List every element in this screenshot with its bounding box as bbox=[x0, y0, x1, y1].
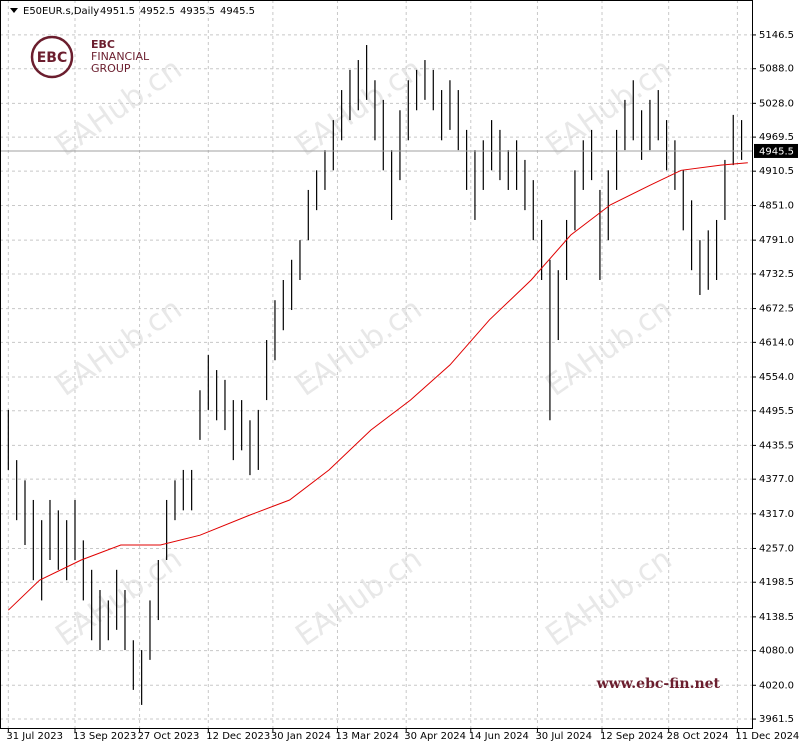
x-tick-label: 14 Jun 2024 bbox=[469, 731, 529, 742]
dropdown-icon bbox=[10, 8, 18, 13]
moving-average bbox=[7, 162, 748, 611]
marks bbox=[0, 45, 752, 705]
y-tick-label: 4614.0 bbox=[759, 337, 794, 348]
y-tick-label: 4080.0 bbox=[759, 646, 794, 657]
logo-ring bbox=[30, 35, 74, 79]
y-tick-label: 4257.0 bbox=[759, 543, 794, 554]
ohlc-value: 4935.5 bbox=[180, 6, 215, 17]
y-tick-label: 4435.5 bbox=[759, 440, 794, 451]
website: www.ebc-fin.net bbox=[596, 676, 721, 692]
x-tick-label: 30 Jul 2024 bbox=[535, 731, 592, 742]
x-tick-label: 27 Oct 2023 bbox=[138, 731, 200, 742]
y-tick-label: 5146.5 bbox=[759, 30, 794, 41]
y-tick-label: 4791.0 bbox=[759, 235, 794, 246]
ohlc-value: 4945.5 bbox=[220, 6, 255, 17]
y-tick-label: 4020.0 bbox=[759, 680, 794, 691]
x-tick-label: 12 Sep 2024 bbox=[600, 731, 663, 742]
logo-line: FINANCIAL bbox=[91, 50, 150, 63]
logo-mark-text: EBC bbox=[91, 38, 115, 51]
y-tick-label: 4732.5 bbox=[759, 269, 794, 280]
logo-line: GROUP bbox=[91, 62, 131, 75]
y-tick-label: 4672.5 bbox=[759, 304, 794, 315]
y-tick-label: 4138.5 bbox=[759, 612, 794, 623]
y-tick-label: 4969.5 bbox=[759, 132, 794, 143]
grid bbox=[0, 0, 752, 728]
last-price-box bbox=[754, 143, 798, 158]
y-tick-label: 3961.5 bbox=[759, 714, 794, 725]
y-tick-label: 4851.0 bbox=[759, 201, 794, 212]
x-tick-label: 13 Mar 2024 bbox=[335, 731, 398, 742]
y-tick-label: 5028.0 bbox=[759, 98, 794, 109]
y-tick-label: 4554.0 bbox=[759, 372, 794, 383]
y-tick-label: 4377.0 bbox=[759, 474, 794, 485]
logo: EBC EBC FINANCIAL GROUP bbox=[30, 35, 150, 79]
y-tick-label: 4495.5 bbox=[759, 406, 794, 417]
plot-frame bbox=[0, 0, 753, 729]
x-tick-label: 12 Dec 2023 bbox=[206, 731, 270, 742]
logo-mark: EBC bbox=[37, 50, 68, 66]
x-tick-label: 31 Jul 2023 bbox=[6, 731, 63, 742]
x-tick-label: 13 Sep 2023 bbox=[73, 731, 136, 742]
y-tick-label: 4910.5 bbox=[759, 166, 794, 177]
x-tick-label: 28 Oct 2024 bbox=[667, 731, 729, 742]
ohlc-value: 4952.5 bbox=[140, 6, 175, 17]
symbol-title: E50EUR.s,Daily bbox=[23, 6, 99, 17]
x-tick-label: 30 Apr 2024 bbox=[404, 731, 466, 742]
y-tick-label: 5088.0 bbox=[759, 64, 794, 75]
last-price-label: 4945.5 bbox=[759, 146, 794, 157]
x-tick-label: 30 Jan 2024 bbox=[271, 731, 331, 742]
ohlc-value: 4951.5 bbox=[100, 6, 135, 17]
x-tick-label: 11 Dec 2024 bbox=[735, 731, 799, 742]
y-tick-label: 4317.0 bbox=[759, 509, 794, 520]
y-tick-label: 4198.5 bbox=[759, 577, 794, 588]
